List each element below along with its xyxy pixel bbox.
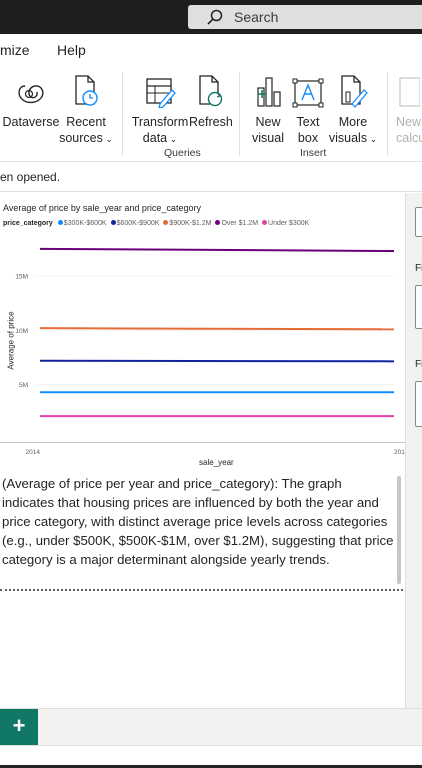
ribbon-divider xyxy=(122,72,123,156)
series-line xyxy=(39,359,395,363)
pane-filter-card[interactable] xyxy=(415,381,422,427)
filters-pane: Fi Fi xyxy=(405,193,422,708)
recent-sources-icon xyxy=(75,75,98,106)
series-line xyxy=(39,327,395,331)
transform-data-icon xyxy=(146,78,176,108)
refresh-icon xyxy=(199,75,223,107)
notification-text: en opened. xyxy=(0,170,61,184)
text-box-visual[interactable]: (Average of price per year and price_cat… xyxy=(0,474,396,590)
visual-divider xyxy=(0,442,405,443)
new-calculation-button[interactable]: New calcu xyxy=(396,72,422,146)
more-visuals-button[interactable]: More visuals ⌄ xyxy=(328,72,378,147)
line-chart[interactable]: 5M 10M 15M 2014 2015 xyxy=(0,233,405,465)
legend-dot-icon xyxy=(262,220,268,225)
y-tick-label: 5M xyxy=(19,382,28,389)
transform-data-button[interactable]: Transform data ⌄ xyxy=(131,72,189,147)
page-tabs-bar: + xyxy=(0,708,422,745)
legend-label: $300K-$600K xyxy=(63,220,107,227)
legend-dot-icon xyxy=(215,220,221,225)
pane-label: Fi xyxy=(415,263,422,274)
new-calculation-label-2: calcu xyxy=(396,131,422,145)
text-box-content: (Average of price per year and price_cat… xyxy=(2,476,394,567)
text-box-label-1: Text xyxy=(296,115,320,129)
chevron-down-icon: ⌄ xyxy=(102,134,113,144)
new-visual-icon xyxy=(257,77,281,107)
ribbon-divider xyxy=(239,72,240,156)
text-box-scrollbar[interactable] xyxy=(397,476,401,584)
legend-dot-icon xyxy=(57,220,63,225)
x-tick-label: 2015 xyxy=(394,449,405,456)
recent-sources-button[interactable]: Recent sources ⌄ xyxy=(58,72,114,147)
legend-dot-icon xyxy=(163,220,169,225)
search-label: Search xyxy=(234,9,279,25)
y-axis-label: Average of price xyxy=(6,311,16,370)
text-box-label-2: box xyxy=(297,131,319,145)
chevron-down-icon: ⌄ xyxy=(167,134,178,144)
new-visual-label-1: New xyxy=(255,115,281,129)
new-visual-label-2: visual xyxy=(252,131,284,145)
transform-data-label-1: Transform xyxy=(131,115,189,129)
more-visuals-label-1: More xyxy=(338,115,368,129)
visual-boundary xyxy=(0,589,403,591)
tab-optimize[interactable]: mize xyxy=(0,42,30,58)
legend-item[interactable]: $900K-$1.2M xyxy=(163,220,211,227)
insert-group-label: Insert xyxy=(300,147,327,159)
refresh-button[interactable]: Refresh xyxy=(189,72,233,130)
chart-title: Average of price by sale_year and price_… xyxy=(3,203,201,213)
refresh-label: Refresh xyxy=(189,115,233,129)
pane-filter-card[interactable] xyxy=(415,285,422,329)
title-bar: Search xyxy=(0,0,422,34)
legend-label: $900K-$1.2M xyxy=(169,220,212,227)
search-icon xyxy=(207,9,223,25)
legend-label: Under $300K xyxy=(268,220,310,227)
status-bar xyxy=(0,745,422,768)
legend-item[interactable]: Under $300K xyxy=(262,220,309,227)
dataverse-label: Dataverse xyxy=(2,115,60,129)
chevron-down-icon: ⌄ xyxy=(367,134,378,144)
recent-sources-label-1: Recent xyxy=(66,115,106,129)
pane-label: Fi xyxy=(415,359,422,370)
dataverse-button[interactable]: Dataverse xyxy=(2,72,60,130)
ribbon-divider xyxy=(387,72,388,156)
more-visuals-icon xyxy=(341,75,368,108)
new-visual-button[interactable]: New visual xyxy=(248,72,288,146)
text-box-icon xyxy=(292,78,324,108)
new-calculation-label-1: New xyxy=(396,115,422,129)
pane-field-box[interactable] xyxy=(415,207,422,237)
legend-title: price_category xyxy=(3,220,53,227)
transform-data-label-2: data xyxy=(142,131,168,145)
new-calculation-icon xyxy=(399,77,420,107)
legend-dot-icon xyxy=(110,220,116,225)
legend-label: Over $1.2M xyxy=(221,220,259,227)
ribbon: Dataverse Recent sources ⌄ Transform xyxy=(0,66,422,162)
legend-item[interactable]: Over $1.2M xyxy=(215,220,258,227)
notification-bar: en opened. xyxy=(0,163,422,192)
y-tick-label: 15M xyxy=(15,274,28,281)
dataverse-icon xyxy=(18,85,44,104)
more-visuals-label-2: visuals xyxy=(328,131,368,145)
chart-legend: price_category $300K-$600K $600K-$900K $90… xyxy=(3,220,313,227)
x-tick-label: 2014 xyxy=(26,449,41,456)
text-box-button[interactable]: Text box xyxy=(288,72,328,146)
search-box[interactable]: Search xyxy=(188,5,422,29)
legend-item[interactable]: $600K-$900K xyxy=(110,220,160,227)
y-tick-label: 10M xyxy=(15,328,28,335)
menu-bar: mize Help xyxy=(0,34,422,66)
add-page-button[interactable]: + xyxy=(0,709,38,745)
report-canvas[interactable]: Average of price by sale_year and price_… xyxy=(0,193,405,708)
queries-group-label: Queries xyxy=(164,147,201,159)
recent-sources-label-2: sources xyxy=(59,131,103,145)
tab-help[interactable]: Help xyxy=(57,42,86,58)
legend-item[interactable]: $300K-$600K xyxy=(57,220,107,227)
series-line xyxy=(39,247,395,253)
legend-label: $600K-$900K xyxy=(116,220,160,227)
x-axis-label: sale_year xyxy=(199,458,234,467)
